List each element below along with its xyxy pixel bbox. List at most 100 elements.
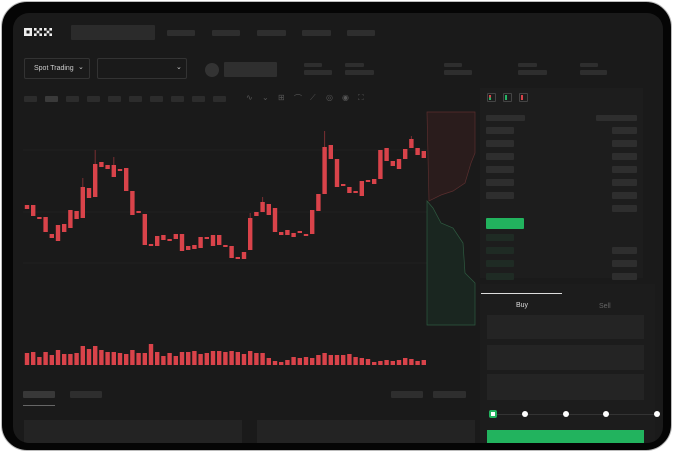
tab-underline [23, 405, 55, 406]
volume-bar [93, 346, 98, 365]
candle-body [328, 145, 333, 159]
orderbook-header [486, 115, 525, 121]
timeframe-button[interactable] [150, 96, 163, 102]
candle-body [235, 257, 240, 259]
settings-icon[interactable]: ◉ [342, 93, 349, 102]
volume-bar [198, 354, 203, 365]
volume-bar [49, 355, 54, 365]
slider-handle[interactable] [489, 410, 497, 418]
pair-select[interactable]: ⌄ [97, 58, 187, 79]
amount-input[interactable] [487, 345, 644, 370]
ask-size [612, 140, 637, 147]
candle-body [142, 214, 147, 245]
timeframe-button[interactable] [213, 96, 226, 102]
amount-slider[interactable] [489, 410, 660, 418]
candle-body [62, 224, 67, 232]
candle-body [130, 191, 135, 215]
orderbook-header [596, 115, 637, 121]
chevron-down-icon: ⌄ [176, 64, 182, 71]
ask-price [486, 166, 514, 173]
tab-order-history[interactable] [70, 391, 102, 398]
volume-bar [365, 359, 371, 365]
candle-body [74, 211, 79, 219]
timeframe-button[interactable] [66, 96, 79, 102]
chevron-down-icon: ⌄ [78, 64, 84, 71]
volume-bar [167, 353, 172, 365]
bids-only-icon[interactable] [503, 93, 512, 102]
both-sides-icon[interactable] [487, 93, 496, 102]
candle-body [105, 165, 110, 169]
timeframe-button[interactable] [129, 96, 142, 102]
template-icon[interactable]: ⊞ [278, 93, 285, 102]
line-icon[interactable]: ⌒ [294, 94, 302, 103]
bid-price [486, 247, 514, 254]
depth-asks-area [426, 111, 476, 202]
buy-button[interactable] [487, 430, 644, 443]
spot-trading-select[interactable]: Spot Trading ⌄ [24, 58, 90, 79]
candlestick-chart[interactable] [13, 13, 663, 443]
volume-bar [148, 344, 154, 365]
nav-item[interactable] [347, 30, 375, 36]
volume-bar [117, 353, 123, 365]
ask-size [612, 205, 637, 212]
bid-price [486, 260, 514, 267]
candle-body [303, 234, 309, 236]
price-input[interactable] [487, 315, 644, 339]
candle-body [384, 148, 389, 161]
slider-stop[interactable] [522, 411, 528, 417]
volume-bar [99, 350, 104, 365]
timeframe-button[interactable] [171, 96, 184, 102]
timeframe-button[interactable] [45, 96, 58, 102]
nav-item[interactable] [302, 30, 331, 36]
timeframe-button[interactable] [87, 96, 100, 102]
nav-item[interactable] [212, 30, 240, 36]
filter-button[interactable] [391, 391, 423, 398]
stat-label [304, 63, 323, 67]
volume-bar [390, 361, 395, 365]
search-bar[interactable] [71, 25, 155, 40]
candle-body [31, 205, 36, 216]
candle-body [192, 245, 197, 249]
tab-sell[interactable]: Sell [599, 303, 611, 310]
indicator-icon[interactable]: ∿ [246, 93, 253, 102]
filter-button[interactable] [433, 391, 466, 398]
slider-stop[interactable] [654, 411, 660, 417]
candle-body [167, 239, 172, 241]
candle-body [260, 202, 265, 212]
camera-icon[interactable]: ◎ [326, 93, 333, 102]
volume-bar [241, 354, 247, 365]
indicator-icon[interactable]: ⌄ [262, 93, 269, 102]
volume-bar [217, 351, 222, 365]
bid-price [486, 234, 514, 241]
timeframe-button[interactable] [108, 96, 121, 102]
nav-item[interactable] [167, 30, 195, 36]
asks-only-icon[interactable] [519, 93, 528, 102]
nav-item[interactable] [257, 30, 286, 36]
fullscreen-icon[interactable]: ⛶ [358, 93, 364, 102]
volume-bar [192, 351, 197, 365]
total-input[interactable] [487, 374, 644, 400]
volume-bar [285, 360, 290, 365]
timeframe-button[interactable] [192, 96, 205, 102]
volume-bar [254, 353, 259, 365]
stat-value [580, 70, 607, 75]
volume-bar [235, 352, 240, 365]
volume-bar [55, 350, 61, 365]
slider-stop[interactable] [563, 411, 569, 417]
ruler-icon[interactable]: ⟋ [310, 93, 316, 102]
tab-buy[interactable]: Buy [516, 302, 529, 309]
tab-open-orders[interactable] [23, 391, 55, 398]
candle-body [173, 234, 178, 239]
timeframe-button[interactable] [24, 96, 37, 102]
volume-bar [24, 353, 30, 365]
candle-body [43, 217, 48, 232]
candle-body [68, 210, 73, 228]
candle-body [316, 194, 321, 211]
slider-stop[interactable] [603, 411, 609, 417]
stat-value [518, 70, 547, 75]
volume-bar [179, 352, 185, 365]
okx-logo[interactable] [24, 27, 54, 38]
stat-label [518, 63, 537, 67]
volume-bar [384, 360, 389, 365]
ask-price [486, 153, 514, 160]
